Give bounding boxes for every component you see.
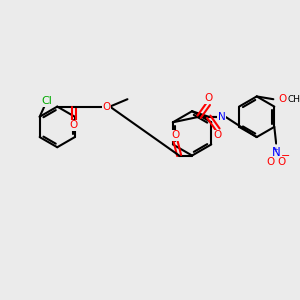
- Text: O: O: [102, 102, 110, 112]
- Text: N: N: [272, 146, 280, 159]
- Text: O: O: [266, 157, 275, 167]
- Text: +: +: [272, 147, 278, 153]
- Text: O: O: [214, 130, 222, 140]
- Text: CH₃: CH₃: [287, 95, 300, 104]
- Text: O: O: [204, 93, 212, 103]
- Text: O: O: [278, 157, 286, 167]
- Text: −: −: [281, 152, 290, 161]
- Text: O: O: [171, 130, 180, 140]
- Text: Cl: Cl: [42, 96, 52, 106]
- Text: O: O: [70, 120, 78, 130]
- Text: O: O: [278, 94, 287, 104]
- Text: N: N: [218, 112, 226, 122]
